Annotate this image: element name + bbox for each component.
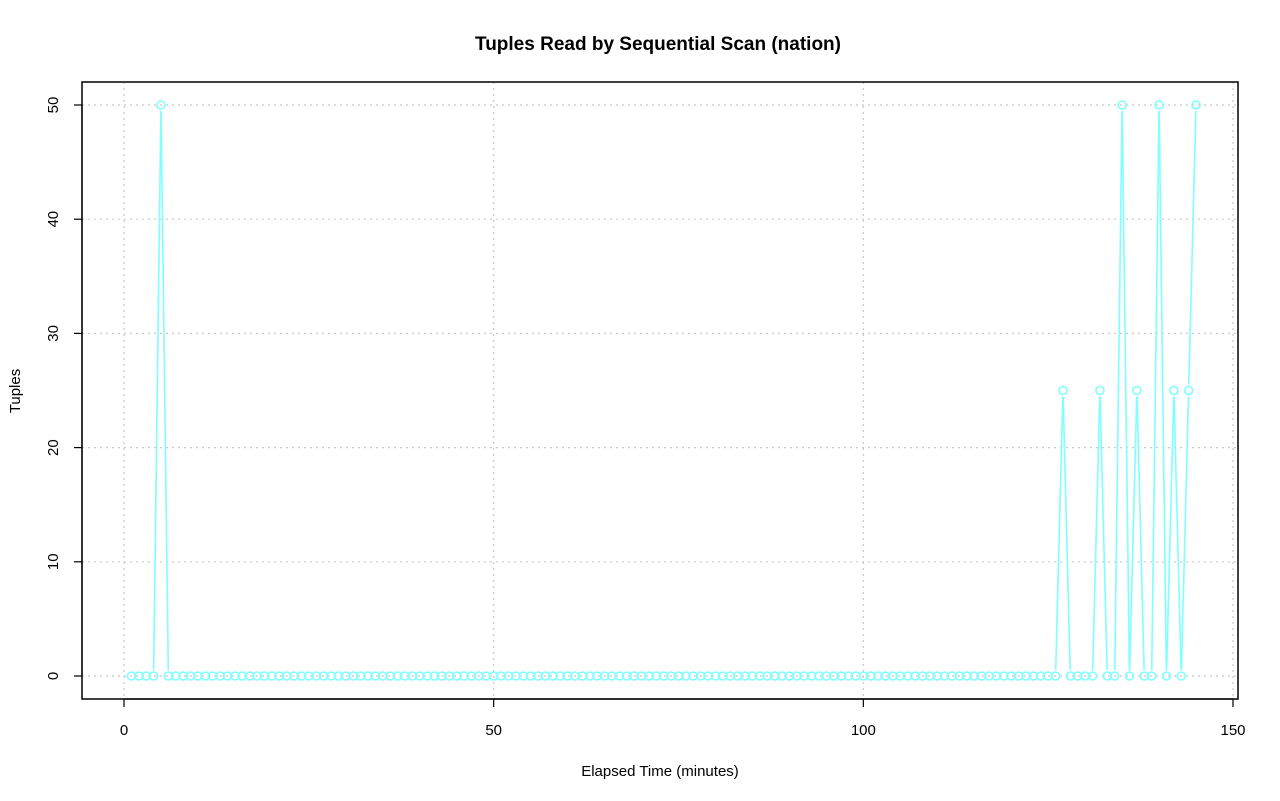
plot-frame (81, 81, 1239, 700)
axes: 0 50 100 150 0 10 20 30 40 50 (45, 97, 1246, 739)
y-tick-label: 20 (45, 439, 62, 456)
y-axis-label: Tuples (7, 369, 24, 413)
data-point (1176, 671, 1187, 681)
series-line-segment (1187, 110, 1197, 385)
y-tick-label: 10 (45, 553, 62, 570)
data-point (1132, 385, 1142, 396)
series-line-segment (152, 110, 162, 671)
series-line-segment (1099, 396, 1108, 671)
series-line-segment (1158, 110, 1168, 671)
data-point (1124, 671, 1135, 681)
series-line-segment (160, 110, 170, 671)
chart-title: Tuples Read by Sequential Scan (nation) (475, 34, 841, 55)
series-line-segment (1054, 396, 1064, 671)
data-point (1154, 100, 1164, 110)
data-point (1109, 671, 1120, 681)
y-tick-label: 40 (45, 211, 62, 228)
data-point (1058, 385, 1068, 396)
series (126, 100, 1201, 681)
series-line-segment (1180, 396, 1190, 671)
data-point (1050, 671, 1061, 681)
x-tick-label: 150 (1220, 722, 1245, 739)
series-line-segment (1173, 396, 1182, 671)
data-point (148, 671, 159, 681)
data-point (1146, 671, 1157, 681)
data-point (1191, 100, 1201, 110)
series-line-segment (1136, 396, 1145, 671)
y-tick-label: 30 (45, 325, 62, 342)
series-line-segment (1062, 396, 1071, 671)
series-line-segment (1128, 396, 1138, 671)
y-tick-label: 0 (45, 672, 62, 680)
grid (82, 82, 1238, 699)
data-point (1095, 385, 1105, 396)
data-point (1183, 385, 1194, 396)
x-axis-label: Elapsed Time (minutes) (581, 763, 739, 780)
data-point (1169, 385, 1179, 396)
series-line-segment (1091, 396, 1101, 671)
series-line-segment (1121, 110, 1131, 671)
y-tick-label: 50 (45, 97, 62, 114)
data-point (1087, 671, 1098, 681)
data-point (156, 100, 166, 110)
x-tick-label: 100 (851, 722, 876, 739)
data-point (1161, 671, 1172, 681)
data-point (1117, 100, 1127, 110)
series-line-segment (1165, 396, 1175, 671)
x-tick-label: 50 (485, 722, 502, 739)
x-tick-label: 0 (120, 722, 128, 739)
series-line-segment (1113, 110, 1123, 671)
series-line-segment (1150, 110, 1160, 671)
